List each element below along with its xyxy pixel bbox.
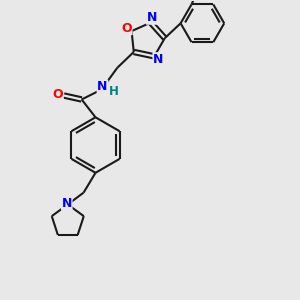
Text: N: N <box>146 11 157 24</box>
Text: H: H <box>108 85 118 98</box>
Text: O: O <box>121 22 132 34</box>
Text: N: N <box>61 197 72 210</box>
Text: N: N <box>97 80 108 93</box>
Text: O: O <box>52 88 63 101</box>
Text: N: N <box>153 53 164 66</box>
